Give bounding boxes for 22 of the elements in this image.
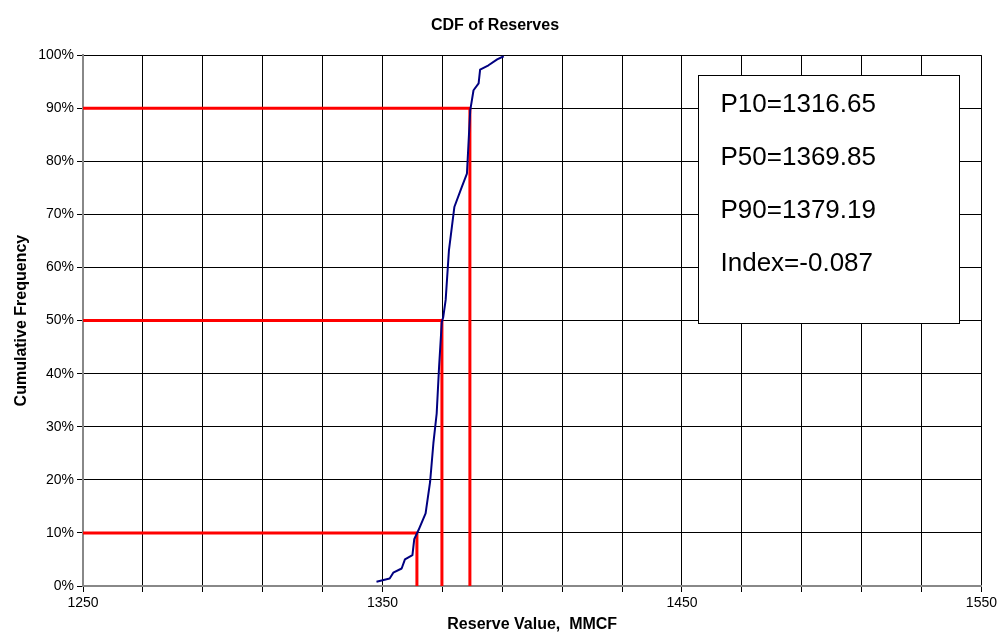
x-tick-label: 1350 xyxy=(366,594,399,611)
y-tick-label: 100% xyxy=(38,46,75,63)
x-tick-label: 1550 xyxy=(965,594,998,611)
y-tick-label: 70% xyxy=(45,205,75,222)
y-tick-label: 20% xyxy=(45,470,75,487)
annotation: P10=1316.65 xyxy=(720,88,877,119)
annotation: P50=1369.85 xyxy=(720,141,877,172)
y-tick-label: 50% xyxy=(45,311,75,328)
x-tick-label: 1450 xyxy=(666,594,698,611)
y-tick-label: 80% xyxy=(45,152,75,169)
x-axis-title: Reserve Value, MMCF xyxy=(447,614,618,632)
y-axis-title: Cumulative Frequency xyxy=(12,234,30,407)
y-tick-label: 60% xyxy=(45,258,75,275)
y-tick-label: 40% xyxy=(45,364,75,381)
annotation: Index=-0.087 xyxy=(720,247,875,278)
y-tick-label: 30% xyxy=(45,417,75,434)
chart-title: CDF of Reserves xyxy=(430,16,560,34)
y-tick-label: 10% xyxy=(45,523,75,540)
y-tick-label: 90% xyxy=(45,99,75,116)
annotation: P90=1379.19 xyxy=(720,194,877,225)
y-tick-label: 0% xyxy=(53,576,75,593)
x-tick-label: 1250 xyxy=(67,594,99,611)
